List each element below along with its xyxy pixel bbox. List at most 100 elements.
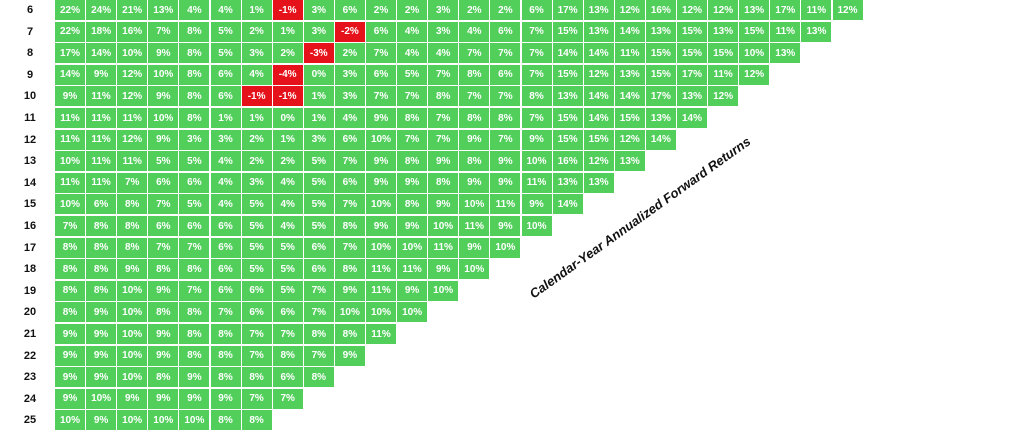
return-cell: 10% (366, 302, 396, 323)
return-cell: 13% (614, 64, 645, 85)
return-cell: 9% (210, 388, 241, 409)
return-cell: 7% (428, 64, 459, 85)
return-cell: 17% (552, 0, 583, 20)
return-cell: 13% (614, 151, 645, 172)
return-cell: 8% (459, 151, 490, 172)
return-cell: 7% (148, 21, 179, 42)
return-cell: 9% (366, 151, 396, 172)
return-cell: 5% (272, 259, 303, 280)
return-cell: 6% (210, 86, 241, 107)
return-cell: 7% (366, 86, 396, 107)
return-cell: 8% (179, 86, 210, 107)
return-cell: 17% (55, 43, 85, 64)
return-cell: 3% (303, 21, 334, 42)
return-cell: 6% (210, 259, 241, 280)
return-cell: 6% (366, 64, 396, 85)
return-cell: 3% (303, 129, 334, 150)
return-cell: 6% (210, 280, 241, 301)
return-cell: 15% (645, 43, 676, 64)
return-cell: 11% (117, 151, 148, 172)
return-cell: 7% (334, 151, 365, 172)
return-cell: 9% (86, 64, 117, 85)
return-cell: 7% (428, 108, 459, 128)
return-cell: 13% (552, 172, 583, 193)
return-cell: 8% (55, 237, 85, 258)
return-cell: 13% (770, 43, 801, 64)
return-cell: 9% (117, 259, 148, 280)
return-cell: 8% (334, 259, 365, 280)
return-cell: 9% (334, 280, 365, 301)
return-cell: 13% (801, 21, 832, 42)
return-cell: 4% (428, 43, 459, 64)
return-cell: 9% (86, 324, 117, 344)
return-cell: 11% (55, 129, 85, 150)
return-cell: 10% (55, 410, 85, 431)
return-cell: -1% (272, 86, 303, 107)
return-cell: 15% (708, 43, 739, 64)
return-cell: 4% (397, 43, 428, 64)
return-cell: 10% (117, 302, 148, 323)
return-cell: 6% (210, 237, 241, 258)
row-label: 15 (23, 198, 37, 211)
return-cell: 9% (55, 367, 85, 388)
return-cell: 12% (708, 0, 739, 20)
return-cell: 10% (366, 194, 396, 215)
return-cell: 7% (490, 129, 521, 150)
return-cell: 10% (117, 410, 148, 431)
row-label: 6 (26, 4, 34, 16)
return-cell: 2% (459, 0, 490, 20)
return-cell: 6% (303, 237, 334, 258)
return-cell: 9% (366, 108, 396, 128)
row-label: 8 (26, 47, 34, 60)
return-cell: 9% (86, 302, 117, 323)
return-cell: 8% (303, 324, 334, 344)
return-cell: 4% (179, 0, 210, 20)
row-label: 22 (23, 349, 37, 362)
return-cell: 0% (272, 108, 303, 128)
return-cell: 3% (303, 0, 334, 20)
return-cell: 7% (272, 388, 303, 409)
return-cell: 7% (55, 216, 85, 236)
return-cell: 9% (334, 345, 365, 366)
return-cell: 7% (179, 280, 210, 301)
return-cell: 11% (55, 108, 85, 128)
return-cell: 12% (614, 129, 645, 150)
return-cell: 9% (148, 86, 179, 107)
return-cell: 15% (677, 21, 707, 42)
return-cell: 9% (490, 172, 521, 193)
return-cell: 10% (397, 237, 428, 258)
row-label: 9 (26, 68, 34, 81)
return-cell: 3% (241, 43, 272, 64)
return-cell: 4% (272, 172, 303, 193)
return-cell: 4% (272, 194, 303, 215)
return-cell: 2% (334, 43, 365, 64)
return-cell: 9% (55, 86, 85, 107)
return-cell: 7% (334, 237, 365, 258)
return-cell: 10% (55, 151, 85, 172)
return-cell: 15% (552, 64, 583, 85)
return-cell: 15% (677, 43, 707, 64)
return-cell: 5% (397, 64, 428, 85)
return-cell: 11% (117, 108, 148, 128)
return-cell: 8% (210, 324, 241, 344)
return-cell: 7% (210, 302, 241, 323)
row-label: 11 (24, 112, 36, 124)
return-cell: 1% (241, 0, 272, 20)
return-cell: 3% (428, 0, 459, 20)
return-cell: 15% (739, 21, 770, 42)
return-cell: 8% (241, 410, 272, 431)
return-cell: 7% (303, 280, 334, 301)
return-cell: 13% (677, 86, 707, 107)
return-cell: 14% (55, 64, 85, 85)
return-cell: 22% (55, 0, 85, 20)
return-cell: 8% (428, 172, 459, 193)
return-cell: 8% (210, 367, 241, 388)
return-cell: 14% (583, 43, 614, 64)
return-cell: 10% (148, 108, 179, 128)
return-cell: 7% (521, 108, 552, 128)
return-cell: 7% (459, 43, 490, 64)
return-cell: 5% (303, 194, 334, 215)
return-cell: 12% (583, 64, 614, 85)
return-cell: 2% (490, 0, 521, 20)
return-cell: 8% (86, 280, 117, 301)
